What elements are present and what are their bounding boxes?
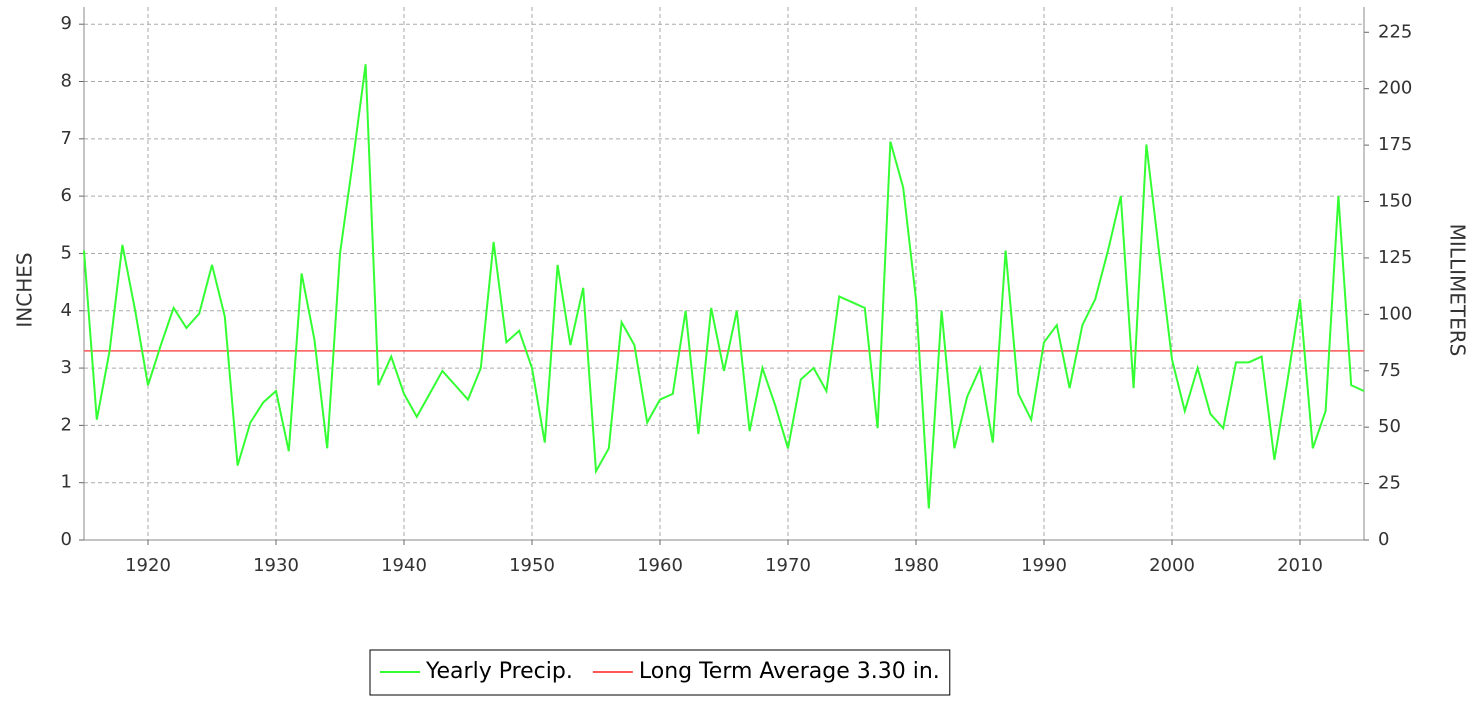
x-tick-label: 1940 — [381, 555, 427, 576]
y-tick-label: 2 — [61, 414, 72, 435]
y2-tick-label: 0 — [1378, 529, 1389, 550]
y2-tick-label: 100 — [1378, 303, 1412, 324]
y2-tick-label: 75 — [1378, 360, 1401, 381]
x-tick-label: 1960 — [637, 555, 683, 576]
legend-box — [369, 649, 951, 696]
y2-tick-label: 125 — [1378, 247, 1412, 268]
data-line — [83, 64, 1365, 509]
x-tick-label: 2010 — [1277, 555, 1323, 576]
y2-tick-label: 200 — [1378, 78, 1412, 99]
y-tick-label: 5 — [61, 242, 72, 263]
y-tick-label: 3 — [61, 357, 72, 378]
y2-tick-label: 50 — [1378, 416, 1401, 437]
y-tick-label: 7 — [61, 128, 72, 149]
y-tick-label: 6 — [61, 185, 72, 206]
x-tick-label: 1950 — [509, 555, 555, 576]
y-tick-label: 0 — [61, 529, 72, 550]
y2-tick-label: 25 — [1378, 473, 1401, 494]
y2-tick-label: 150 — [1378, 191, 1412, 212]
y-tick-label: 8 — [61, 71, 72, 92]
y-axis-label: INCHES — [13, 252, 37, 327]
legend-label: Yearly Precip. — [425, 659, 573, 684]
x-tick-label: 1970 — [765, 555, 811, 576]
x-tick-label: 1990 — [1021, 555, 1067, 576]
y-tick-label: 4 — [61, 300, 72, 321]
x-tick-label: 2000 — [1149, 555, 1195, 576]
legend: Yearly Precip. Long Term Average 3.30 in. — [369, 649, 951, 696]
x-tick-label: 1920 — [125, 555, 171, 576]
y2-tick-label: 175 — [1378, 134, 1412, 155]
x-tick-label: 1930 — [253, 555, 299, 576]
y-tick-label: 9 — [61, 13, 72, 34]
y2-tick-label: 225 — [1378, 21, 1412, 42]
x-tick-label: 1980 — [893, 555, 939, 576]
y2-axis-label: MILLIMETERS — [1446, 224, 1470, 357]
y-tick-label: 1 — [61, 472, 72, 493]
legend-label: Long Term Average 3.30 in. — [639, 659, 940, 684]
